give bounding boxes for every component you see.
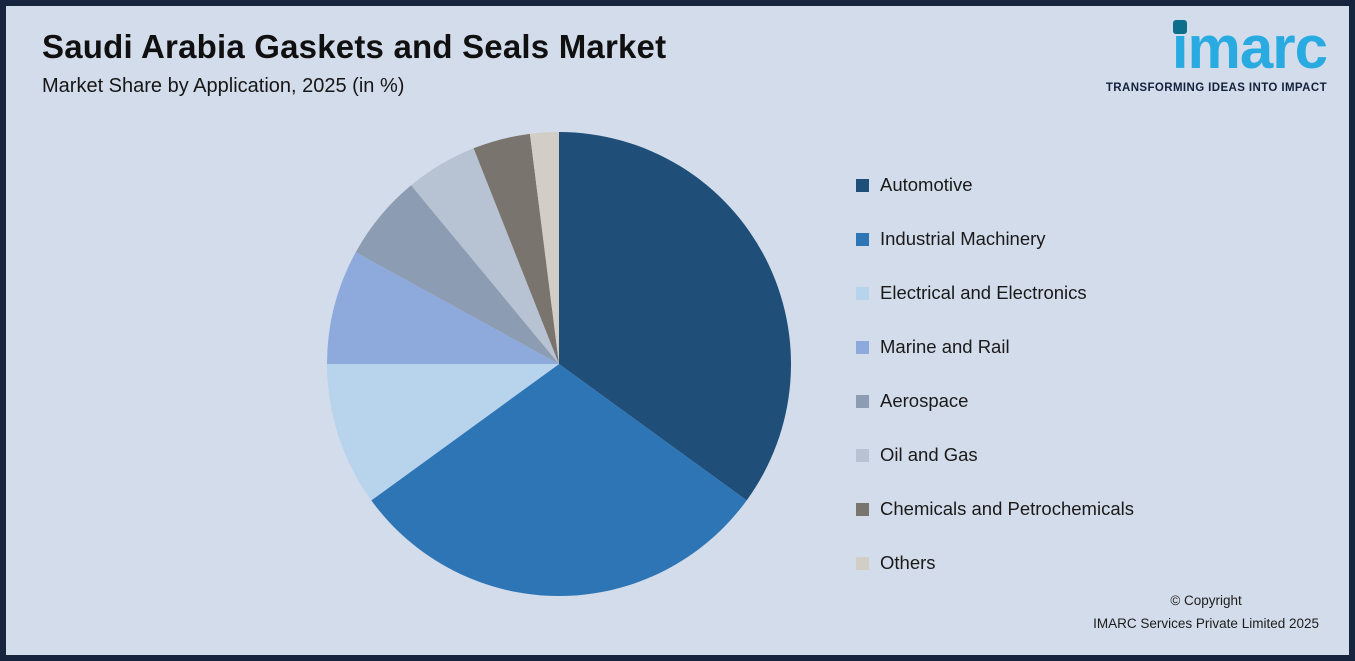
legend-item-others: Others [856, 552, 1134, 574]
legend-item-automotive: Automotive [856, 174, 1134, 196]
legend-item-oil-and-gas: Oil and Gas [856, 444, 1134, 466]
legend-swatch-icon [856, 394, 869, 408]
pie-slice-industrial-machinery [371, 364, 747, 596]
legend-label: Marine and Rail [880, 336, 1010, 357]
copyright-line-2: IMARC Services Private Limited 2025 [1093, 615, 1319, 631]
legend-swatch-icon [856, 178, 869, 192]
legend-item-electrical-and-electronics: Electrical and Electronics [856, 282, 1134, 304]
chart-legend: Automotive Industrial Machinery Electrical… [856, 174, 1134, 606]
legend-swatch-icon [856, 340, 869, 354]
legend-label: Oil and Gas [880, 444, 978, 465]
copyright-line-1: © Copyright [1170, 593, 1242, 609]
logo-name: imarc [1171, 14, 1328, 81]
logo-tagline: TRANSFORMING IDEAS INTO IMPACT [1105, 82, 1327, 94]
legend-label: Aerospace [880, 390, 969, 411]
legend-label: Others [880, 552, 936, 573]
legend-swatch-icon [856, 448, 869, 462]
pie-slice-automotive [559, 132, 791, 501]
imarc-logo: imarc TRANSFORMING IDEAS INTO IMPACT [1067, 18, 1328, 95]
header: Saudi Arabia Gaskets and Seals Market Ma… [42, 28, 666, 98]
legend-swatch-icon [856, 502, 869, 516]
pie-chart [327, 132, 791, 596]
logo-wordmark: imarc [1172, 18, 1328, 78]
pie-slice-oil-and-gas [411, 148, 559, 364]
legend-item-industrial-machinery: Industrial Machinery [856, 228, 1134, 250]
legend-item-aerospace: Aerospace [856, 390, 1134, 412]
logo-dot-icon [1172, 20, 1187, 34]
legend-label: Chemicals and Petrochemicals [880, 498, 1134, 519]
chart-subtitle: Market Share by Application, 2025 (in %) [42, 75, 405, 97]
legend-swatch-icon [856, 286, 869, 300]
pie-slice-electrical-and-electronics [327, 364, 559, 501]
legend-label: Automotive [880, 174, 973, 195]
legend-label: Industrial Machinery [880, 228, 1046, 249]
legend-item-chemicals-and-petrochemicals: Chemicals and Petrochemicals [856, 498, 1134, 520]
pie-slice-marine-and-rail [327, 252, 559, 364]
chart-title: Saudi Arabia Gaskets and Seals Market [42, 28, 667, 65]
legend-swatch-icon [856, 556, 869, 570]
legend-swatch-icon [856, 232, 869, 246]
copyright: © Copyright IMARC Services Private Limit… [1093, 590, 1319, 635]
pie-slice-others [529, 132, 559, 364]
pie-slice-chemicals-and-petrochemicals [473, 133, 559, 364]
pie-chart-svg [327, 132, 791, 596]
pie-slice-aerospace [355, 185, 559, 364]
legend-label: Electrical and Electronics [880, 282, 1087, 303]
legend-item-marine-and-rail: Marine and Rail [856, 336, 1134, 358]
